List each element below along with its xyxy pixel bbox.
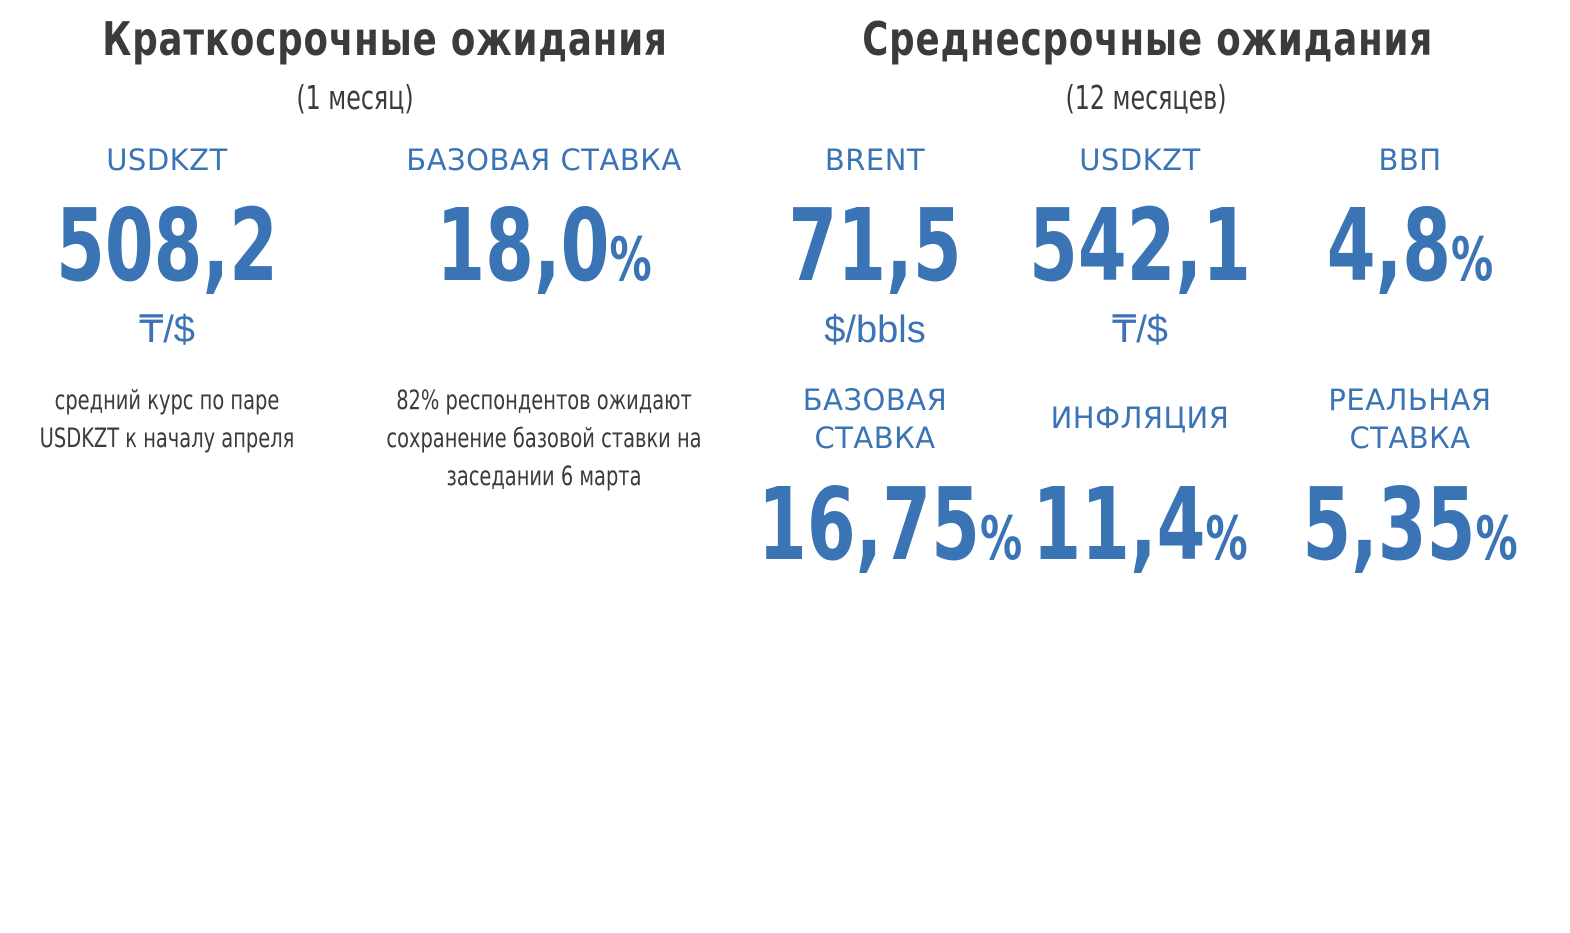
gdp-label: ВВП [1378, 143, 1442, 177]
short-base-rate-label: БАЗОВАЯ СТАВКА [406, 143, 682, 177]
mid-usdkzt-value: 542,1 [1029, 187, 1251, 304]
percent-sign: % [1205, 504, 1248, 574]
mid-base-rate-label: БАЗОВАЯ СТАВКА [745, 381, 1005, 457]
label-line: РЕАЛЬНАЯ [1328, 383, 1492, 417]
label-line: СТАВКА [1349, 421, 1471, 455]
percent-sign: % [979, 504, 1023, 574]
label-line: БАЗОВАЯ [802, 383, 948, 417]
short-term-subtitle: (1 месяц) [296, 78, 414, 117]
percent-sign: % [609, 225, 652, 295]
mid-term-title: Среднесрочные ожидания [862, 12, 1434, 66]
note-line: средний курс по паре [54, 385, 280, 416]
value-number: 5,35 [1302, 466, 1476, 583]
inflation-label: ИНФЛЯЦИЯ [1050, 401, 1230, 435]
label-line: СТАВКА [814, 421, 936, 455]
mid-usdkzt-label: USDKZT [1079, 143, 1201, 177]
value-number: 11,4 [1032, 466, 1206, 583]
brent-label: BRENT [824, 143, 926, 177]
note-line: USDKZT к началу апреля [39, 423, 295, 454]
short-usdkzt-label: USDKZT [106, 143, 228, 177]
real-rate-value: 5,35% [1293, 470, 1527, 594]
mid-usdkzt-unit: ₸/$ [1112, 309, 1168, 351]
inflation-value: 11,4% [1031, 470, 1249, 594]
percent-sign: % [1475, 504, 1518, 574]
short-usdkzt-unit: ₸/$ [139, 309, 195, 351]
percent-sign: % [1451, 225, 1494, 295]
mid-term-subtitle: (12 месяцев) [1065, 78, 1227, 117]
short-base-rate-value: 18,0% [388, 191, 700, 315]
note-line: заседании 6 марта [446, 461, 642, 492]
note-line: 82% респондентов ожидают [396, 385, 692, 416]
short-usdkzt-value: 508,2 [56, 187, 278, 304]
brent-unit: $/bbls [824, 309, 926, 351]
real-rate-label: РЕАЛЬНАЯ СТАВКА [1280, 381, 1540, 457]
value-number: 16,75 [758, 466, 980, 583]
short-base-rate-note: 82% респондентов ожидают сохранение базо… [344, 382, 744, 496]
brent-value: 71,5 [788, 187, 962, 304]
short-usdkzt-note: средний курс по паре USDKZT к началу апр… [7, 382, 327, 458]
mid-base-rate-value: 16,75% [758, 470, 1022, 594]
value-number: 18,0 [436, 187, 610, 304]
note-line: сохранение базовой ставки на [386, 423, 702, 454]
short-term-title: Краткосрочные ожидания [102, 12, 668, 66]
gdp-value: 4,8% [1301, 191, 1519, 315]
value-number: 4,8 [1326, 187, 1452, 304]
